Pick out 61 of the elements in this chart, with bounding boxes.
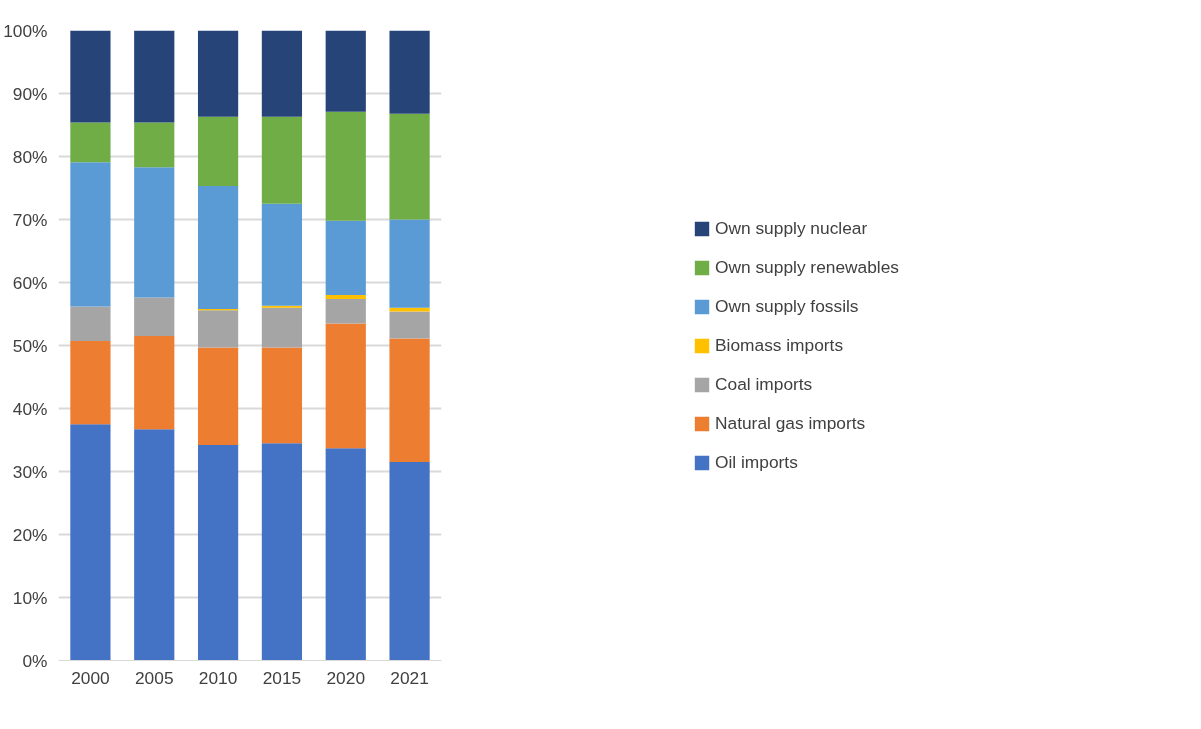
bar [197,116,239,187]
y-tick-label: 70% [12,209,48,230]
y-tick-label: 10% [12,587,48,608]
bar [134,336,175,430]
legend-label: Own supply fossils [715,295,859,317]
bar [389,30,430,114]
x-tick-label: 2015 [262,667,302,688]
bar [325,448,366,661]
y-tick-label: 40% [12,398,48,419]
bar [70,162,111,307]
bar [261,116,303,204]
bar [134,122,175,168]
bar [389,462,430,661]
bar [261,307,303,348]
legend-label: Biomass imports [715,334,844,356]
bar [197,186,239,309]
x-tick-label: 2005 [134,667,174,688]
bar [325,220,366,296]
y-tick-label: 50% [12,335,48,356]
bar [134,297,175,337]
bar [325,111,366,221]
bar [197,310,239,348]
y-tick-label: 60% [12,272,48,293]
y-tick-label: 30% [12,461,48,482]
legend-label: Coal imports [715,373,813,395]
y-tick-label: 0% [22,650,48,671]
bar [70,122,111,163]
bar [389,311,430,339]
bar [70,341,111,425]
bar [197,445,239,661]
bar [261,203,303,306]
bar [197,30,239,117]
bar [197,347,239,446]
legend-label: Own supply renewables [715,256,899,278]
bar [261,443,303,661]
bar [325,30,366,112]
legend-label: Own supply nuclear [715,217,868,239]
bar [70,306,111,342]
y-tick-label: 20% [12,524,48,545]
bar [134,429,175,661]
bar [389,219,430,308]
y-tick-label: 100% [3,20,48,41]
bar [325,295,366,299]
x-tick-label: 2020 [326,667,366,688]
bar [70,424,111,661]
bar [389,113,430,220]
legend-label: Oil imports [715,451,798,473]
bar [325,298,366,324]
bar [134,30,175,123]
x-tick-label: 2000 [71,667,110,688]
bar [325,323,366,449]
y-tick-label: 90% [12,83,48,104]
bar [261,347,303,444]
bar [389,338,430,463]
x-tick-label: 2010 [198,667,238,688]
bar [134,167,175,298]
bar [70,30,111,123]
bar [261,30,303,117]
legend-label: Natural gas imports [715,412,866,434]
y-tick-label: 80% [12,146,48,167]
x-tick-label: 2021 [390,667,429,688]
